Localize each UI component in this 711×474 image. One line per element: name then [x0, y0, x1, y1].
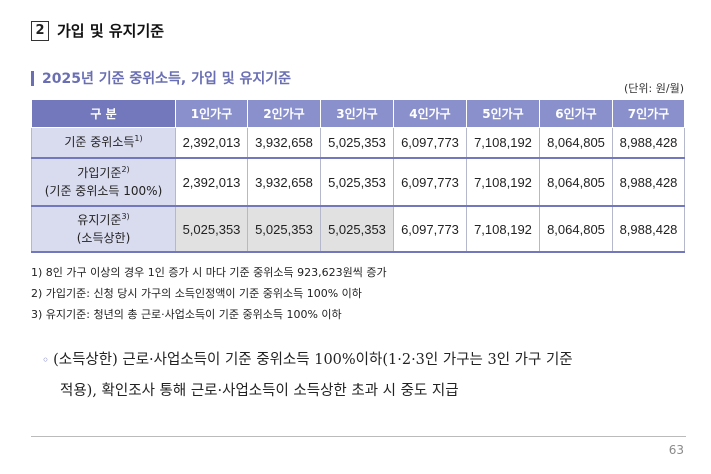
table-row-maintain-criteria: 유지기준3) (소득상한) 5,025,353 5,025,353 5,025,…: [31, 205, 685, 253]
table-cell: 6,097,773: [393, 157, 467, 207]
row-label: 기준 중위소득1): [31, 127, 176, 159]
body-line: 적용), 확인조사 통해 근로·사업소득이 소득상한 초과 시 중도 지급: [60, 383, 459, 399]
table-cell: 8,064,805: [539, 157, 613, 207]
header-1-person: 1인가구: [175, 99, 248, 128]
table-cell: 7,108,192: [466, 157, 540, 207]
table-cell: 8,988,428: [612, 205, 685, 253]
table-cell: 8,988,428: [612, 157, 685, 207]
footnote: 2) 가입기준: 신청 당시 가구의 소득인정액이 기준 중위소득 100% 이…: [31, 287, 362, 300]
table-cell: 2,392,013: [175, 127, 248, 159]
header-6-person: 6인가구: [539, 99, 613, 128]
table-cell: 8,064,805: [539, 127, 613, 159]
table-cell: 7,108,192: [466, 205, 540, 253]
row-label: 유지기준3) (소득상한): [31, 205, 176, 253]
header-7-person: 7인가구: [612, 99, 685, 128]
header-4-person: 4인가구: [393, 99, 467, 128]
footnotes: 1) 8인 가구 이상의 경우 1인 증가 시 마다 기준 중위소득 923,6…: [31, 262, 387, 325]
body-line: ◦ (소득상한) 근로·사업소득이 기준 중위소득 100%이하(1·2·3인 가…: [42, 352, 573, 368]
table-heading: 2025년 기준 중위소득, 가입 및 유지기준: [31, 68, 291, 88]
footnote: 3) 유지기준: 청년의 총 근로·사업소득이 기준 중위소득 100% 이하: [31, 308, 342, 321]
row-label: 가입기준2) (기준 중위소득 100%): [31, 157, 176, 207]
table-cell: 6,097,773: [393, 127, 467, 159]
footnote: 1) 8인 가구 이상의 경우 1인 증가 시 마다 기준 중위소득 923,6…: [31, 266, 387, 279]
table-title: 2025년 기준 중위소득, 가입 및 유지기준: [42, 71, 291, 87]
table-cell: 6,097,773: [393, 205, 467, 253]
section-title: 가입 및 유지기준: [57, 22, 165, 40]
header-3-person: 3인가구: [320, 99, 394, 128]
income-table: 구 분 1인가구 2인가구 3인가구 4인가구 5인가구 6인가구 7인가구 기…: [31, 99, 685, 253]
table-cell: 5,025,353: [320, 157, 394, 207]
table-cell: 5,025,353: [320, 127, 394, 159]
page-number: 63: [668, 443, 684, 457]
table-cell: 3,932,658: [247, 157, 321, 207]
section-number: 2: [31, 20, 49, 41]
table-cell: 7,108,192: [466, 127, 540, 159]
table-cell: 5,025,353: [175, 205, 248, 253]
heading-bar: [31, 70, 34, 86]
header-2-person: 2인가구: [247, 99, 321, 128]
table-cell: 5,025,353: [320, 205, 394, 253]
table-cell: 3,932,658: [247, 127, 321, 159]
table-cell: 8,988,428: [612, 127, 685, 159]
table-row-join-criteria: 가입기준2) (기준 중위소득 100%) 2,392,013 3,932,65…: [31, 157, 685, 207]
bullet-icon: ◦: [42, 353, 50, 367]
body-paragraph: ◦ (소득상한) 근로·사업소득이 기준 중위소득 100%이하(1·2·3인 가…: [42, 345, 692, 407]
header-5-person: 5인가구: [466, 99, 540, 128]
section-heading: 2 가입 및 유지기준: [31, 20, 164, 41]
table-row-median-income: 기준 중위소득1) 2,392,013 3,932,658 5,025,353 …: [31, 127, 685, 159]
unit-label: (단위: 원/월): [624, 82, 684, 95]
table-cell: 2,392,013: [175, 157, 248, 207]
table-cell: 5,025,353: [247, 205, 321, 253]
table-cell: 8,064,805: [539, 205, 613, 253]
footer-divider: [31, 436, 686, 437]
header-category: 구 분: [31, 99, 176, 128]
table-header-row: 구 분 1인가구 2인가구 3인가구 4인가구 5인가구 6인가구 7인가구: [31, 99, 685, 128]
